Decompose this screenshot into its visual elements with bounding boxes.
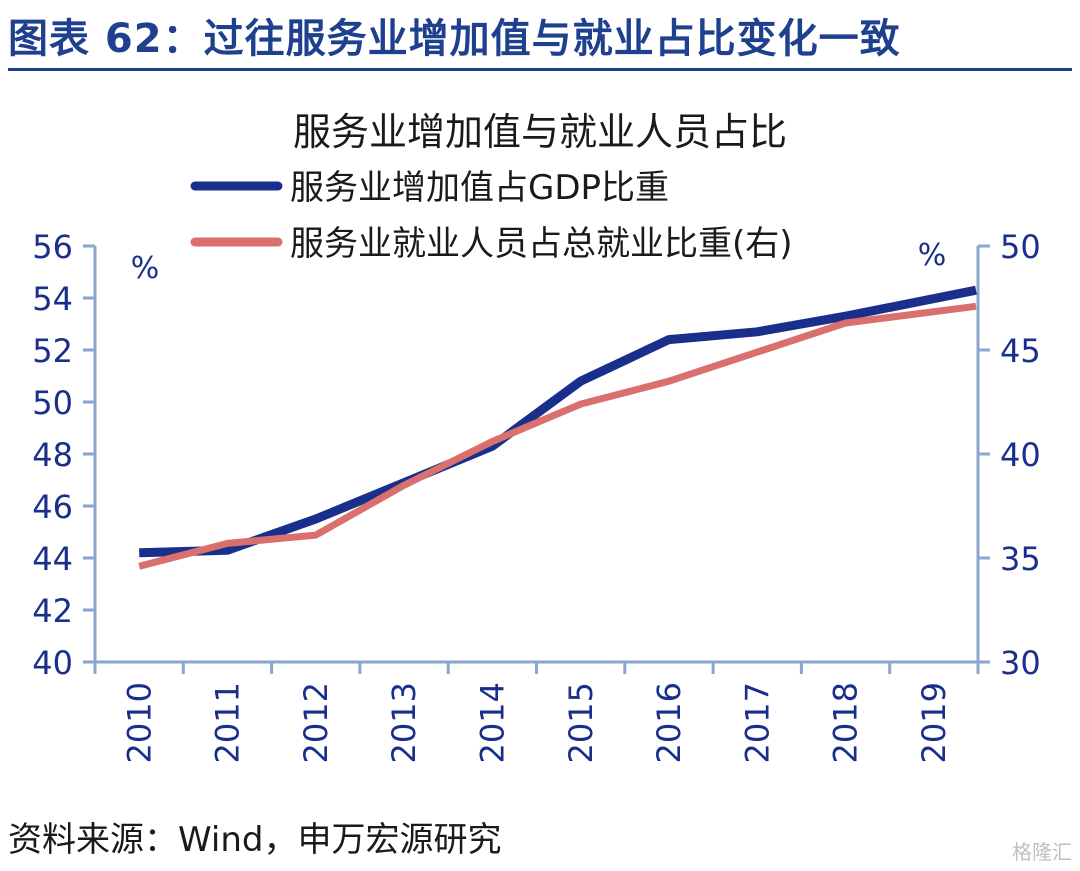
left-axis-tick-label: 54	[32, 280, 73, 318]
figure-title: 图表 62：过往服务业增加值与就业占比变化一致	[8, 16, 901, 62]
x-axis-tick-label: 2011	[209, 682, 247, 763]
legend-label-gdp-share: 服务业增加值占GDP比重	[290, 168, 669, 208]
chart-title: 服务业增加值与就业人员占比	[293, 110, 787, 154]
axes: 40 42 44 46 48 50 52 54 56 30 35 40 45 50 2010 2011 2012…	[32, 228, 1040, 763]
x-axis-tick-label: 2016	[650, 682, 688, 763]
x-axis-tick-label: 2014	[474, 682, 512, 763]
left-axis-tick-label: 48	[32, 436, 73, 474]
right-axis-unit: %	[918, 238, 947, 273]
x-axis-tick-label: 2010	[120, 682, 158, 763]
series-lines	[138, 285, 977, 570]
legend-label-employment-share: 服务业就业人员占总就业比重(右)	[290, 224, 793, 264]
x-axis-tick-label: 2012	[297, 682, 335, 763]
left-axis-tick-label: 40	[32, 644, 73, 682]
left-axis-tick-label: 46	[32, 488, 73, 526]
series-line-employment-share	[138, 302, 977, 570]
left-axis-unit: %	[131, 251, 160, 286]
left-axis-tick-label: 50	[32, 384, 73, 422]
left-axis-tick-label: 52	[32, 332, 73, 370]
left-axis-tick-label: 44	[32, 540, 73, 578]
series-line-gdp-share	[139, 285, 977, 558]
left-axis-tick-label: 56	[32, 228, 73, 266]
right-axis-tick-label: 45	[1000, 332, 1041, 370]
line-chart: 服务业增加值与就业人员占比 服务业增加值占GDP比重 服务业就业人员占总就业比重…	[32, 110, 1040, 763]
x-axis-tick-label: 2015	[562, 682, 600, 763]
right-axis-tick-label: 50	[1000, 228, 1041, 266]
left-axis-tick-label: 42	[32, 592, 73, 630]
x-axis-tick-label: 2013	[385, 682, 423, 763]
right-axis-tick-label: 30	[1000, 644, 1041, 682]
title-divider	[8, 68, 1072, 71]
right-axis-tick-label: 35	[1000, 540, 1041, 578]
x-axis-tick-label: 2017	[738, 682, 776, 763]
right-axis-tick-label: 40	[1000, 436, 1041, 474]
source-note: 资料来源：Wind，申万宏源研究	[8, 820, 502, 860]
watermark: 格隆汇	[1012, 840, 1072, 864]
x-axis-tick-label: 2018	[827, 682, 865, 763]
x-axis-tick-label: 2019	[915, 682, 953, 763]
